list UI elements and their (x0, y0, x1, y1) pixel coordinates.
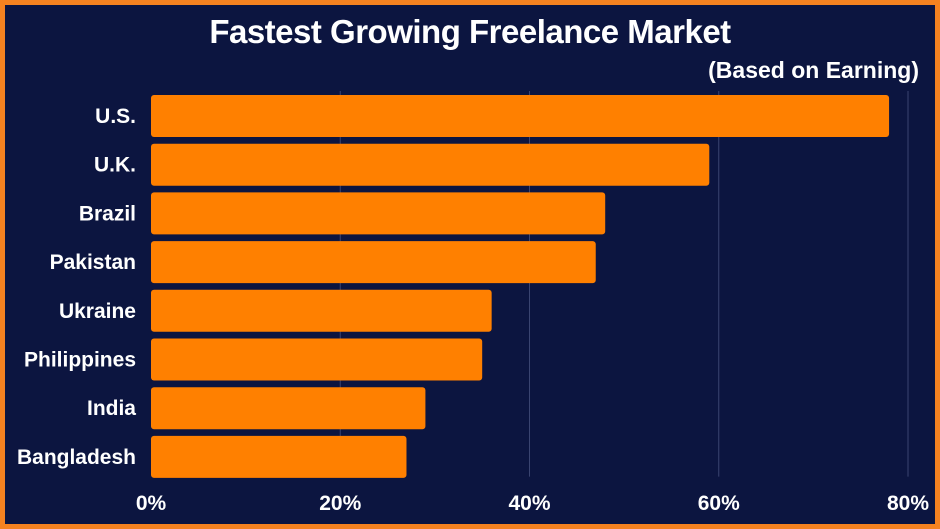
x-tick-label: 20% (319, 492, 361, 515)
category-label: U.S. (95, 105, 136, 128)
category-label: Bangladesh (17, 446, 136, 469)
category-label: Brazil (79, 202, 136, 225)
chart-subtitle: (Based on Earning) (708, 57, 919, 83)
bar (151, 95, 890, 137)
x-tick-label: 40% (508, 492, 550, 515)
category-label: Philippines (24, 349, 136, 372)
category-label: India (87, 397, 136, 420)
bar (151, 192, 606, 235)
bar (151, 387, 426, 430)
bar (151, 143, 710, 186)
bar (151, 435, 407, 478)
bar (151, 338, 483, 381)
bar-chart: 0% 20% 40% 60% 80% U.S. U.K. Brazil Pakistan Ukra… (17, 91, 929, 515)
x-tick-label: 0% (136, 492, 167, 515)
bar (151, 289, 492, 332)
bar (151, 241, 596, 284)
category-label: U.K. (94, 154, 136, 177)
x-tick-label: 80% (887, 492, 929, 515)
category-label: Ukraine (59, 300, 136, 323)
category-label: Pakistan (50, 251, 136, 274)
chart-title: Fastest Growing Freelance Market (209, 13, 731, 50)
x-tick-label: 60% (698, 492, 740, 515)
